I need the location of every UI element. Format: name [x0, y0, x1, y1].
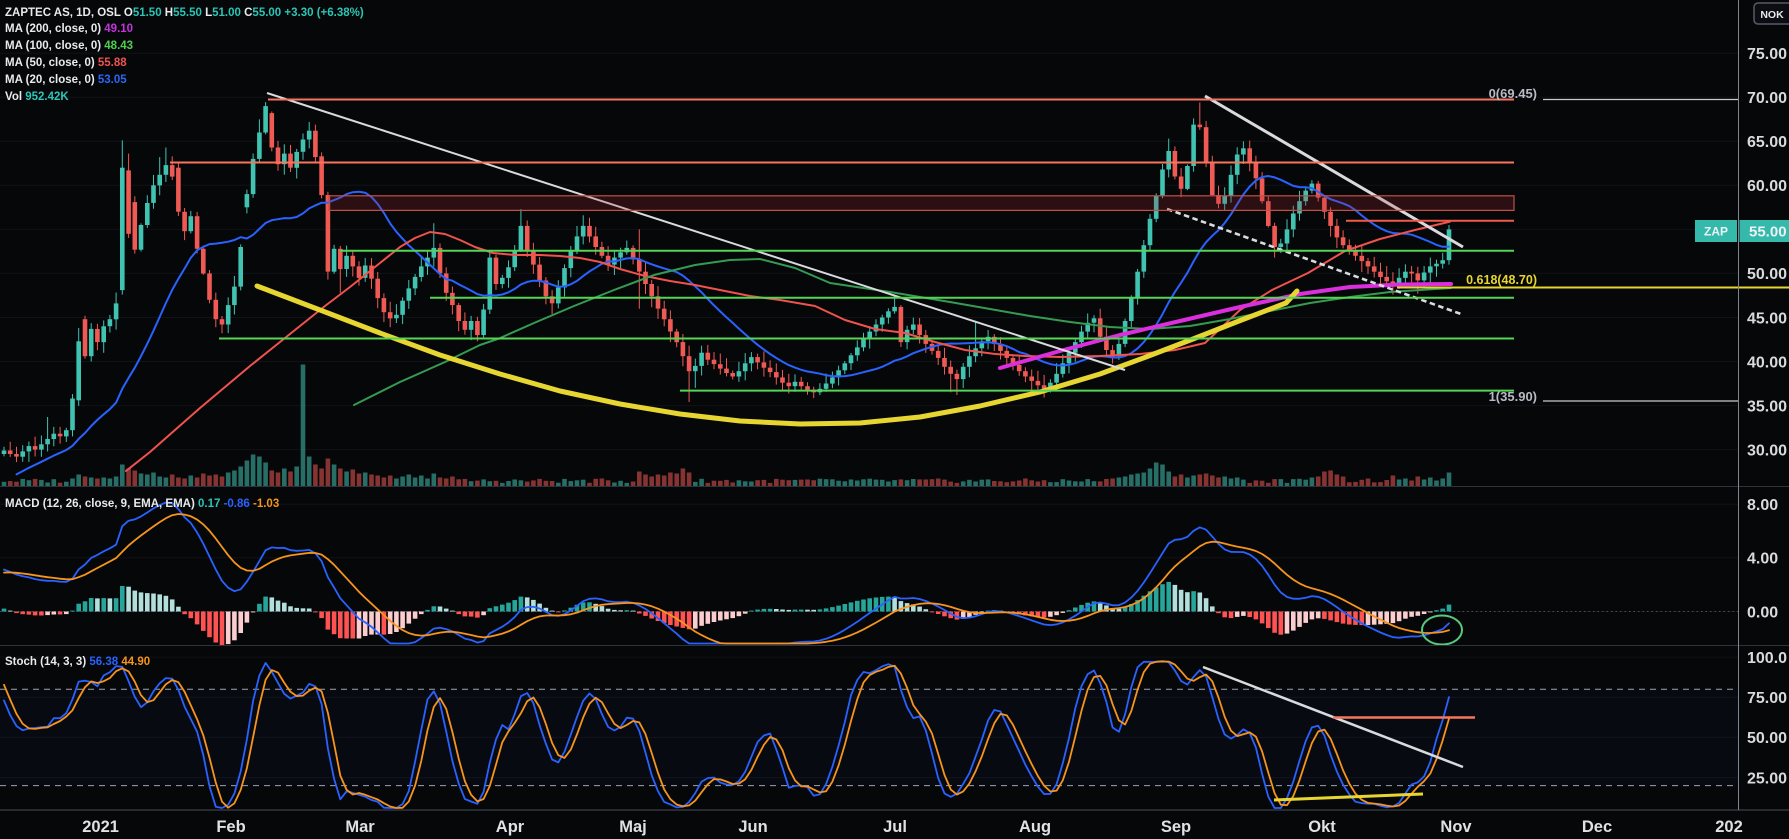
svg-text:50.00: 50.00	[1747, 266, 1787, 283]
svg-text:0(69.45): 0(69.45)	[1489, 86, 1537, 101]
svg-text:35.00: 35.00	[1747, 398, 1787, 415]
svg-text:55.00: 55.00	[1749, 224, 1787, 241]
svg-text:40.00: 40.00	[1747, 354, 1787, 371]
svg-text:1(35.90): 1(35.90)	[1489, 389, 1537, 404]
svg-text:Okt: Okt	[1308, 818, 1336, 836]
svg-text:45.00: 45.00	[1747, 310, 1787, 327]
svg-text:ZAP: ZAP	[1704, 225, 1728, 239]
svg-text:8.00: 8.00	[1747, 497, 1778, 514]
svg-text:0.618(48.70): 0.618(48.70)	[1466, 273, 1537, 287]
svg-text:Feb: Feb	[216, 818, 245, 836]
svg-text:70.00: 70.00	[1747, 90, 1787, 107]
svg-text:MA (200, close, 0) 49.10: MA (200, close, 0) 49.10	[5, 23, 133, 35]
svg-text:MA (20, close, 0) 53.05: MA (20, close, 0) 53.05	[5, 74, 127, 86]
svg-text:Maj: Maj	[619, 818, 647, 836]
svg-text:0.00: 0.00	[1747, 604, 1778, 621]
svg-text:60.00: 60.00	[1747, 178, 1787, 195]
svg-text:25.00: 25.00	[1747, 770, 1787, 787]
svg-text:MA (50, close, 0) 55.88: MA (50, close, 0) 55.88	[5, 57, 127, 69]
svg-text:Jun: Jun	[738, 818, 767, 836]
svg-text:Apr: Apr	[496, 818, 525, 836]
svg-text:Vol 952.42K: Vol 952.42K	[5, 91, 69, 103]
svg-text:30.00: 30.00	[1747, 442, 1787, 459]
svg-text:Nov: Nov	[1440, 818, 1472, 836]
svg-text:Jul: Jul	[883, 818, 907, 836]
svg-text:2021: 2021	[82, 818, 119, 836]
svg-text:Aug: Aug	[1019, 818, 1051, 836]
svg-text:75.00: 75.00	[1747, 690, 1787, 707]
svg-text:MACD (12, 26, close, 9, EMA, E: MACD (12, 26, close, 9, EMA, EMA) 0.17 -…	[5, 498, 279, 510]
svg-text:Sep: Sep	[1161, 818, 1191, 836]
svg-text:4.00: 4.00	[1747, 551, 1778, 568]
svg-text:202: 202	[1715, 818, 1743, 836]
svg-text:MA (100, close, 0) 48.43: MA (100, close, 0) 48.43	[5, 40, 133, 52]
svg-text:100.0: 100.0	[1747, 650, 1787, 667]
svg-text:Dec: Dec	[1582, 818, 1612, 836]
svg-text:75.00: 75.00	[1747, 46, 1787, 63]
svg-text:NOK: NOK	[1760, 9, 1784, 21]
svg-text:ZAPTEC AS, 1D, OSL O51.50 H55.: ZAPTEC AS, 1D, OSL O51.50 H55.50 L51.00 …	[5, 7, 364, 19]
svg-text:Mar: Mar	[345, 818, 375, 836]
svg-text:50.00: 50.00	[1747, 730, 1787, 747]
svg-text:Stoch (14, 3, 3) 56.38 44.90: Stoch (14, 3, 3) 56.38 44.90	[5, 656, 150, 668]
svg-text:65.00: 65.00	[1747, 134, 1787, 151]
